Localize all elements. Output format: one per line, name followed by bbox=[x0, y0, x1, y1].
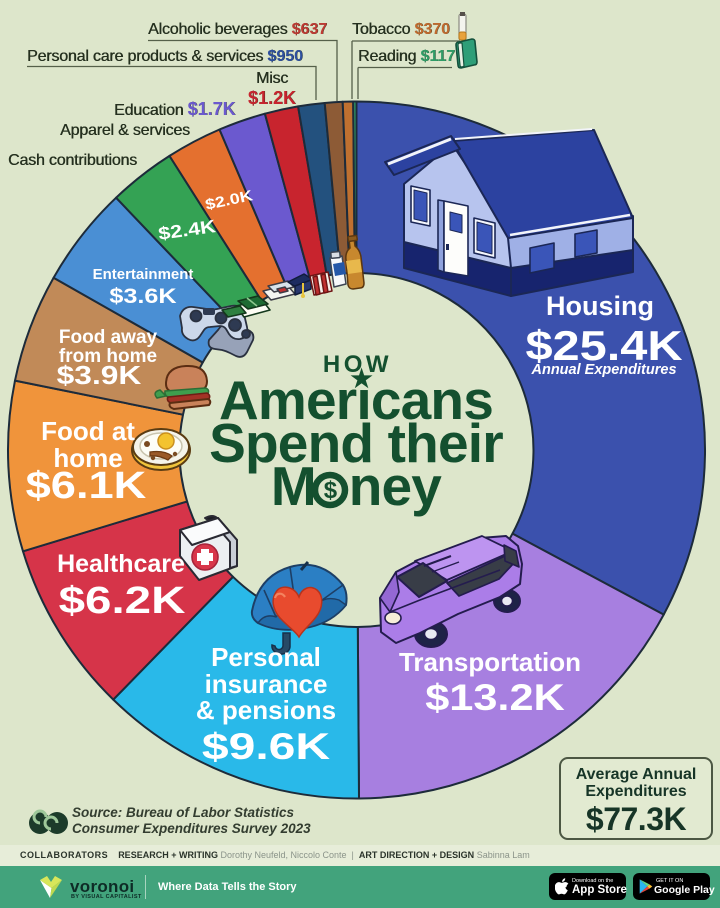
svg-text:$: $ bbox=[324, 477, 338, 504]
